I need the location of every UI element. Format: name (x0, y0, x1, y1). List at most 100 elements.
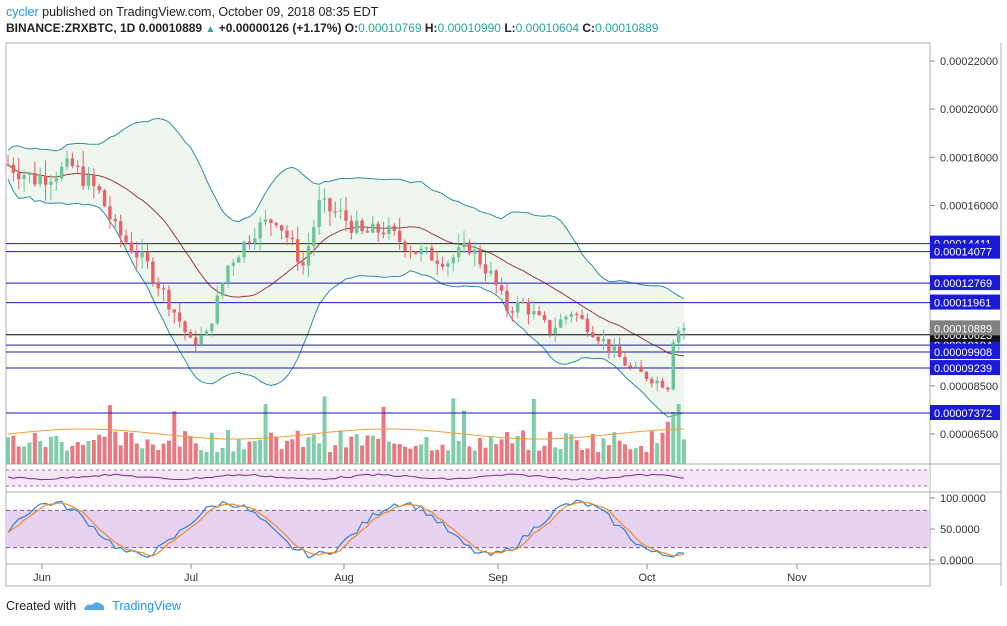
candle-body (38, 175, 42, 185)
volume-bar (504, 432, 509, 464)
volume-bar (27, 442, 32, 464)
author-link[interactable]: cycler (6, 5, 39, 19)
volume-bar (617, 440, 622, 464)
rsi-panel (6, 469, 930, 487)
volume-bar (188, 436, 193, 464)
time-label: Jun (33, 572, 51, 584)
candle-body (210, 323, 214, 332)
stochastic-panel: 100.0000 50.0000 0.0000 (6, 493, 986, 567)
volume-bar (349, 436, 354, 464)
time-label: Jul (184, 572, 198, 584)
candle-body (494, 270, 498, 286)
candle-body (623, 356, 627, 366)
volume-bar (483, 447, 488, 464)
candle-body (145, 251, 150, 262)
close-value: 0.00010889 (595, 21, 659, 35)
candle-body (591, 332, 595, 337)
candle-body (392, 225, 396, 231)
candle-body (194, 337, 198, 345)
level-label-bg (930, 360, 1000, 376)
footer: Created with TradingView (6, 599, 181, 613)
candle-body (376, 223, 380, 233)
candle-body (430, 247, 434, 261)
volume-bar (311, 434, 316, 464)
volume-bar (590, 434, 595, 464)
candle-body (671, 342, 675, 390)
candle-body (204, 331, 209, 336)
volume-bar (665, 421, 670, 464)
volume-bar (660, 432, 665, 464)
volume-bar (429, 450, 434, 464)
volume-bar (386, 441, 391, 464)
volume-bar (510, 443, 515, 464)
candlestick-series (6, 150, 686, 393)
volume-bar (59, 442, 64, 464)
candle-body (140, 251, 144, 258)
volume-bar (494, 444, 499, 464)
volume-bar (54, 435, 59, 464)
level-label: 0.00007372 (934, 408, 992, 420)
volume-bar (113, 431, 118, 464)
candle-body (414, 251, 418, 254)
volume-bar (70, 445, 75, 464)
volume-bar (419, 444, 424, 464)
volume-bar (107, 405, 112, 464)
candle-body (387, 225, 391, 235)
candle-body (113, 219, 118, 222)
volume-bar (204, 451, 209, 464)
volume-bar (177, 446, 182, 464)
candle-body (76, 165, 80, 167)
candle-body (108, 206, 112, 220)
low-label: L: (504, 21, 516, 35)
volume-bar (515, 436, 520, 464)
candle-body (285, 230, 289, 238)
volume-bar (676, 404, 681, 464)
volume-bar (445, 450, 450, 464)
candle-body (301, 262, 305, 266)
volume-bar (134, 443, 139, 464)
candle-body (11, 164, 16, 173)
chart-header: cycler published on TradingView.com, Oct… (6, 4, 1001, 38)
volume-bar (274, 436, 279, 464)
volume-bar (97, 434, 102, 464)
volume-bar (644, 451, 649, 464)
candle-body (564, 316, 568, 320)
level-label-bg (930, 243, 1000, 259)
candle-body (17, 172, 21, 180)
volume-bar (338, 430, 343, 464)
candle-body (473, 249, 477, 254)
candle-body (548, 320, 552, 334)
volume-bar (488, 436, 493, 464)
bollinger-upper (7, 117, 685, 299)
high-label: H: (424, 21, 438, 35)
open-label: O: (344, 21, 359, 35)
level-label-bg (930, 294, 1000, 310)
candle-body (397, 230, 402, 242)
volume-bar (521, 430, 526, 464)
volume-bar (199, 449, 204, 464)
candle-body (499, 285, 504, 291)
tradingview-logo-icon (84, 602, 105, 610)
candle-body (220, 283, 225, 296)
price-tick-label: 0.00022000 (940, 56, 998, 68)
candle-body (97, 185, 101, 191)
candle-body (365, 231, 370, 233)
candle-body (628, 365, 633, 368)
candle-body (102, 190, 107, 207)
volume-bar (247, 441, 252, 464)
candle-body (199, 335, 203, 345)
candle-body (65, 158, 69, 167)
osc-tick-label: 50.0000 (940, 524, 980, 536)
candle-body (371, 223, 375, 233)
tradingview-brand-link[interactable]: TradingView (112, 599, 181, 613)
volume-bar (403, 446, 408, 464)
candle-body (247, 241, 252, 244)
chart-canvas[interactable]: 100.0000 50.0000 0.0000 0.00022000 0.000200… (0, 40, 1007, 600)
volume-bar (150, 444, 155, 464)
time-label: Aug (334, 572, 354, 584)
volume-bar (381, 406, 386, 464)
candle-body (510, 311, 515, 313)
volume-bar (327, 451, 332, 464)
candle-body (59, 166, 64, 179)
candle-body (188, 332, 193, 338)
